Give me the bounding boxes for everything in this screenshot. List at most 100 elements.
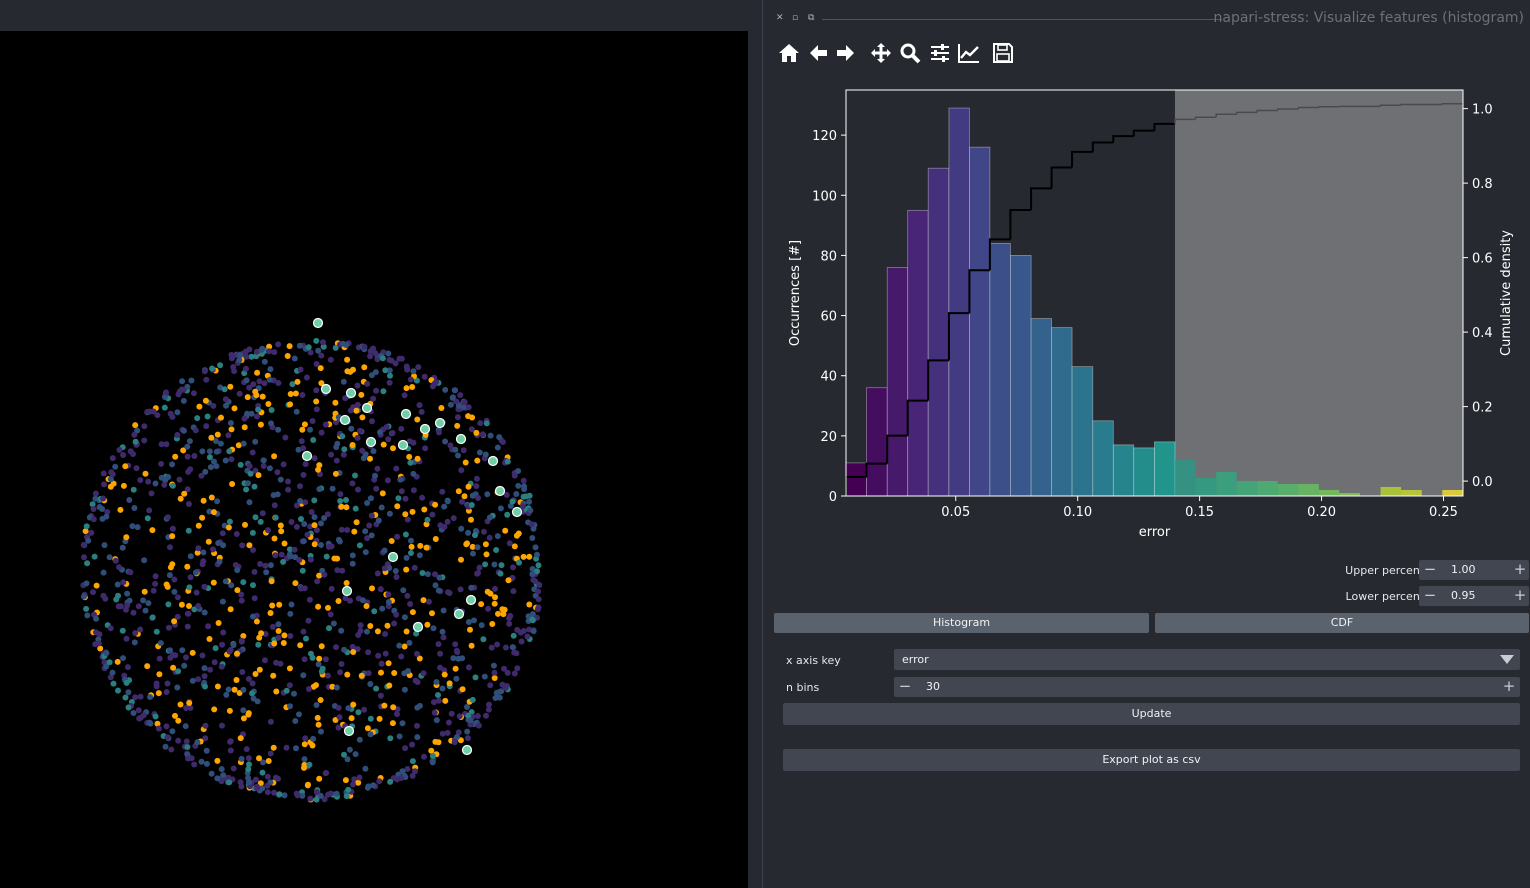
subplots-icon[interactable]: [927, 40, 953, 66]
point: [267, 366, 274, 373]
point: [109, 455, 116, 462]
point: [329, 683, 336, 690]
point: [344, 527, 351, 533]
cdf-button[interactable]: CDF: [1155, 613, 1529, 633]
point: [222, 396, 229, 403]
n-bins-spinbox[interactable]: − 30 +: [894, 677, 1520, 697]
point: [339, 567, 346, 574]
point: [205, 538, 212, 545]
point: [378, 669, 384, 676]
point: [146, 507, 153, 514]
point: [373, 387, 380, 394]
point: [362, 765, 369, 772]
point: [474, 544, 481, 551]
point: [362, 549, 369, 556]
point: [385, 660, 392, 667]
home-icon[interactable]: [776, 40, 802, 66]
point: [122, 463, 129, 470]
point: [472, 674, 479, 681]
increment-button[interactable]: +: [1513, 560, 1527, 578]
point: [318, 429, 325, 436]
point: [246, 761, 252, 768]
point: [491, 600, 498, 607]
histogram-bar: [948, 107, 970, 497]
viewer-canvas[interactable]: [0, 31, 748, 888]
lower-percentile-spinbox[interactable]: − 0.95 +: [1419, 586, 1529, 606]
point: [84, 612, 91, 619]
export-csv-button[interactable]: Export plot as csv: [783, 749, 1520, 771]
x-axis-key-select[interactable]: error: [894, 649, 1520, 670]
increment-button[interactable]: +: [1502, 677, 1516, 695]
increment-button[interactable]: +: [1513, 586, 1527, 604]
close-icon[interactable]: ✕: [776, 13, 784, 23]
point: [240, 715, 247, 722]
point: [370, 395, 377, 402]
dock-splitter[interactable]: [748, 0, 764, 888]
point: [293, 408, 300, 415]
save-icon[interactable]: [990, 40, 1016, 66]
point: [286, 665, 293, 672]
point: [211, 706, 218, 713]
selected-point: [312, 317, 324, 329]
histogram-bar: [866, 387, 888, 497]
point: [161, 394, 168, 400]
point: [453, 675, 460, 682]
point: [292, 580, 299, 587]
x-axis-key-label: x axis key: [786, 654, 841, 667]
upper-percentile-value[interactable]: 1.00: [1451, 563, 1476, 576]
point: [453, 647, 460, 654]
point: [106, 554, 113, 561]
point: [244, 394, 251, 401]
point: [506, 620, 513, 627]
point: [327, 356, 334, 363]
float-icon[interactable]: ⧉: [808, 13, 815, 23]
point: [132, 438, 139, 445]
update-button[interactable]: Update: [783, 703, 1520, 725]
point: [164, 734, 171, 741]
point: [401, 686, 408, 693]
point: [474, 457, 481, 464]
y2-tick-label: 1.0: [1472, 103, 1493, 118]
point: [215, 540, 222, 547]
minimize-icon[interactable]: ▫: [792, 13, 799, 23]
point: [232, 562, 239, 568]
point: [388, 538, 395, 544]
point: [142, 607, 149, 614]
point: [462, 459, 469, 466]
point: [253, 618, 260, 625]
histogram-button[interactable]: Histogram: [774, 613, 1149, 633]
point: [177, 701, 184, 708]
point: [208, 434, 215, 441]
point: [536, 582, 543, 588]
point: [297, 642, 304, 649]
forward-icon[interactable]: [833, 40, 859, 66]
point: [378, 660, 385, 667]
point: [493, 689, 500, 696]
point: [214, 757, 221, 764]
n-bins-value[interactable]: 30: [926, 680, 940, 693]
point: [243, 365, 249, 372]
point: [419, 494, 426, 501]
point: [181, 662, 188, 669]
back-icon[interactable]: [805, 40, 831, 66]
pan-icon[interactable]: [868, 40, 894, 66]
decrement-button[interactable]: −: [1423, 560, 1437, 578]
viewer-header: [0, 0, 748, 31]
lower-percentile-value[interactable]: 0.95: [1451, 589, 1476, 602]
zoom-icon[interactable]: [897, 40, 923, 66]
point: [274, 469, 281, 476]
histogram-bar: [1339, 492, 1361, 496]
decrement-button[interactable]: −: [1423, 586, 1437, 604]
histogram-plot[interactable]: 0.05 0.10 0.15 0.20 0.25 0 20 40 60 80 100 120 0.0 0.…: [764, 80, 1530, 550]
edit-axes-icon[interactable]: [956, 40, 982, 66]
point: [436, 429, 442, 436]
decrement-button[interactable]: −: [898, 677, 912, 695]
point: [329, 485, 336, 492]
histogram-bar: [969, 146, 991, 497]
point: [452, 665, 459, 672]
point: [529, 535, 536, 541]
point: [237, 352, 244, 359]
point: [133, 465, 140, 472]
point: [252, 514, 259, 521]
upper-percentile-spinbox[interactable]: − 1.00 +: [1419, 560, 1529, 580]
